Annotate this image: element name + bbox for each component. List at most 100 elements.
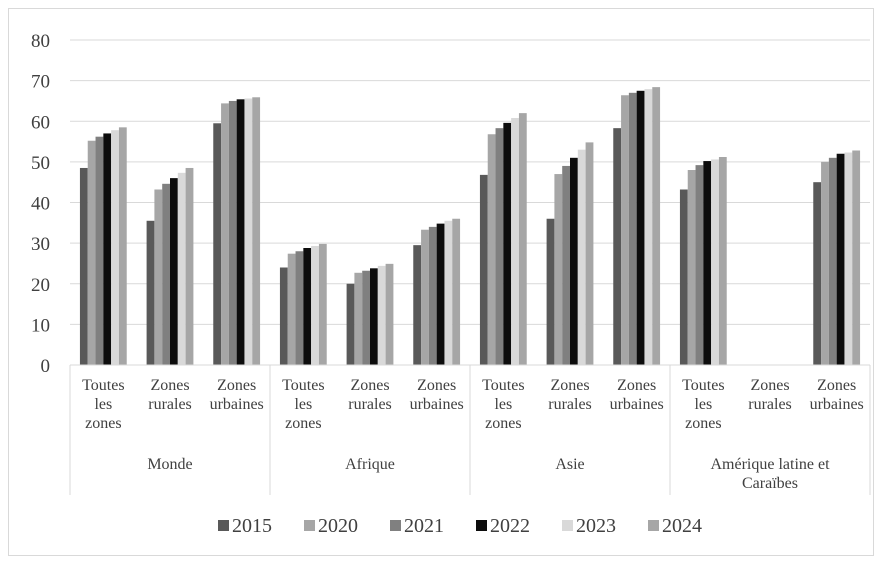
- bar-2024: [852, 150, 861, 365]
- bar-2020: [421, 229, 429, 365]
- category-label: Zones rurales: [148, 377, 192, 413]
- bar-2021: [562, 165, 570, 365]
- bar-2020: [621, 95, 629, 365]
- bar-2021: [428, 226, 437, 365]
- category-label: Zones urbaines: [410, 377, 464, 413]
- bar-2023: [644, 89, 653, 365]
- legend-label: 2024: [662, 515, 702, 537]
- bar-2021: [228, 100, 237, 365]
- y-tick-label: 60: [31, 112, 50, 133]
- bar-2015: [146, 220, 155, 365]
- y-tick-label: 40: [31, 194, 50, 215]
- category-label: Zones rurales: [348, 377, 392, 413]
- category-label: Toutes les zones: [482, 377, 524, 432]
- bar-2015: [813, 182, 822, 365]
- bar-2015: [479, 174, 488, 365]
- bar-2022: [370, 268, 378, 365]
- category-label: Zones urbaines: [210, 377, 264, 413]
- category-label: Toutes les zones: [682, 377, 724, 432]
- category-label: Zones urbaines: [610, 377, 664, 413]
- bar-2020: [821, 161, 829, 365]
- bar-2024: [252, 97, 261, 365]
- bar-2023: [577, 149, 586, 365]
- bar-2020: [154, 189, 163, 365]
- bar-2015: [613, 128, 622, 365]
- category-label: Toutes les zones: [82, 377, 124, 432]
- y-tick-label: 20: [31, 275, 50, 296]
- legend-swatch-2015: [218, 520, 229, 531]
- bar-2021: [828, 157, 837, 365]
- y-tick-label: 0: [41, 356, 51, 377]
- category-label: Zones rurales: [548, 377, 592, 413]
- bar-2015: [213, 123, 222, 365]
- bar-2021: [628, 92, 637, 365]
- bar-2021: [495, 128, 504, 365]
- legend-label: 2023: [576, 515, 616, 537]
- legend-swatch-2024: [648, 520, 659, 531]
- bar-2022: [303, 248, 312, 365]
- legend-label: 2015: [232, 515, 272, 537]
- category-label: Zones urbaines: [810, 377, 864, 413]
- y-tick-label: 50: [31, 153, 50, 174]
- bar-2022: [636, 90, 645, 365]
- legend-swatch-2021: [390, 520, 401, 531]
- bar-2020: [687, 170, 696, 365]
- bar-2020: [354, 272, 363, 365]
- group-label: Monde: [147, 456, 192, 473]
- legend-label: 2020: [318, 515, 358, 537]
- legend: 2015 2020 2021 2022 2023 2024: [218, 515, 702, 537]
- bar-2021: [95, 136, 104, 365]
- bar-2022: [170, 178, 178, 365]
- bar-2023: [111, 130, 119, 365]
- bar-2020: [554, 174, 563, 365]
- bar-2023: [711, 159, 719, 365]
- bar-2020: [287, 253, 296, 365]
- bar-2023: [511, 118, 519, 365]
- bar-2023: [377, 265, 386, 365]
- bar-2024: [318, 243, 327, 365]
- bar-2015: [79, 167, 88, 365]
- bar-2022: [436, 223, 445, 365]
- bar-2020: [487, 134, 496, 365]
- y-tick-label: 80: [31, 31, 50, 52]
- bar-2020: [87, 140, 96, 365]
- bar-2021: [162, 183, 170, 365]
- group-label: Afrique: [345, 456, 395, 473]
- bar-2022: [703, 161, 712, 365]
- bar-2023: [311, 245, 319, 365]
- bar-2023: [844, 152, 853, 365]
- bar-2022: [836, 153, 845, 365]
- bar-2023: [177, 172, 186, 365]
- bar-2024: [185, 167, 194, 365]
- bars: [79, 87, 861, 365]
- bar-2021: [362, 270, 370, 365]
- legend-label: 2021: [404, 515, 444, 537]
- bar-2023: [244, 98, 253, 365]
- group-label: Amérique latine et Caraïbes: [710, 456, 830, 492]
- category-label: Zones rurales: [748, 377, 792, 413]
- y-tick-label: 10: [31, 315, 50, 336]
- bar-2024: [385, 263, 394, 365]
- category-labels: Toutes les zones Zones rurales Zones urbaines T…: [82, 377, 864, 432]
- y-tick-label: 70: [31, 72, 50, 93]
- legend-swatch-2023: [562, 520, 573, 531]
- y-axis-tick-labels: 0 10 20 30 40 50 60 70 80: [31, 31, 50, 377]
- bar-2021: [695, 165, 704, 365]
- bar-2022: [503, 122, 512, 365]
- legend-label: 2022: [490, 515, 530, 537]
- y-tick-label: 30: [31, 234, 50, 255]
- bar-2015: [279, 267, 288, 365]
- x-axis: [69, 364, 871, 495]
- bar-2015: [413, 245, 422, 365]
- legend-swatch-2020: [304, 520, 315, 531]
- bar-2015: [546, 218, 555, 365]
- bar-2024: [118, 127, 127, 365]
- group-labels: Monde Afrique Asie Amérique latine et Caraïb…: [147, 456, 830, 492]
- legend-swatch-2022: [476, 520, 487, 531]
- bar-2023: [444, 220, 453, 365]
- bar-2015: [679, 189, 688, 365]
- bar-2024: [585, 142, 594, 365]
- group-label: Asie: [555, 456, 584, 473]
- bar-2022: [570, 157, 578, 365]
